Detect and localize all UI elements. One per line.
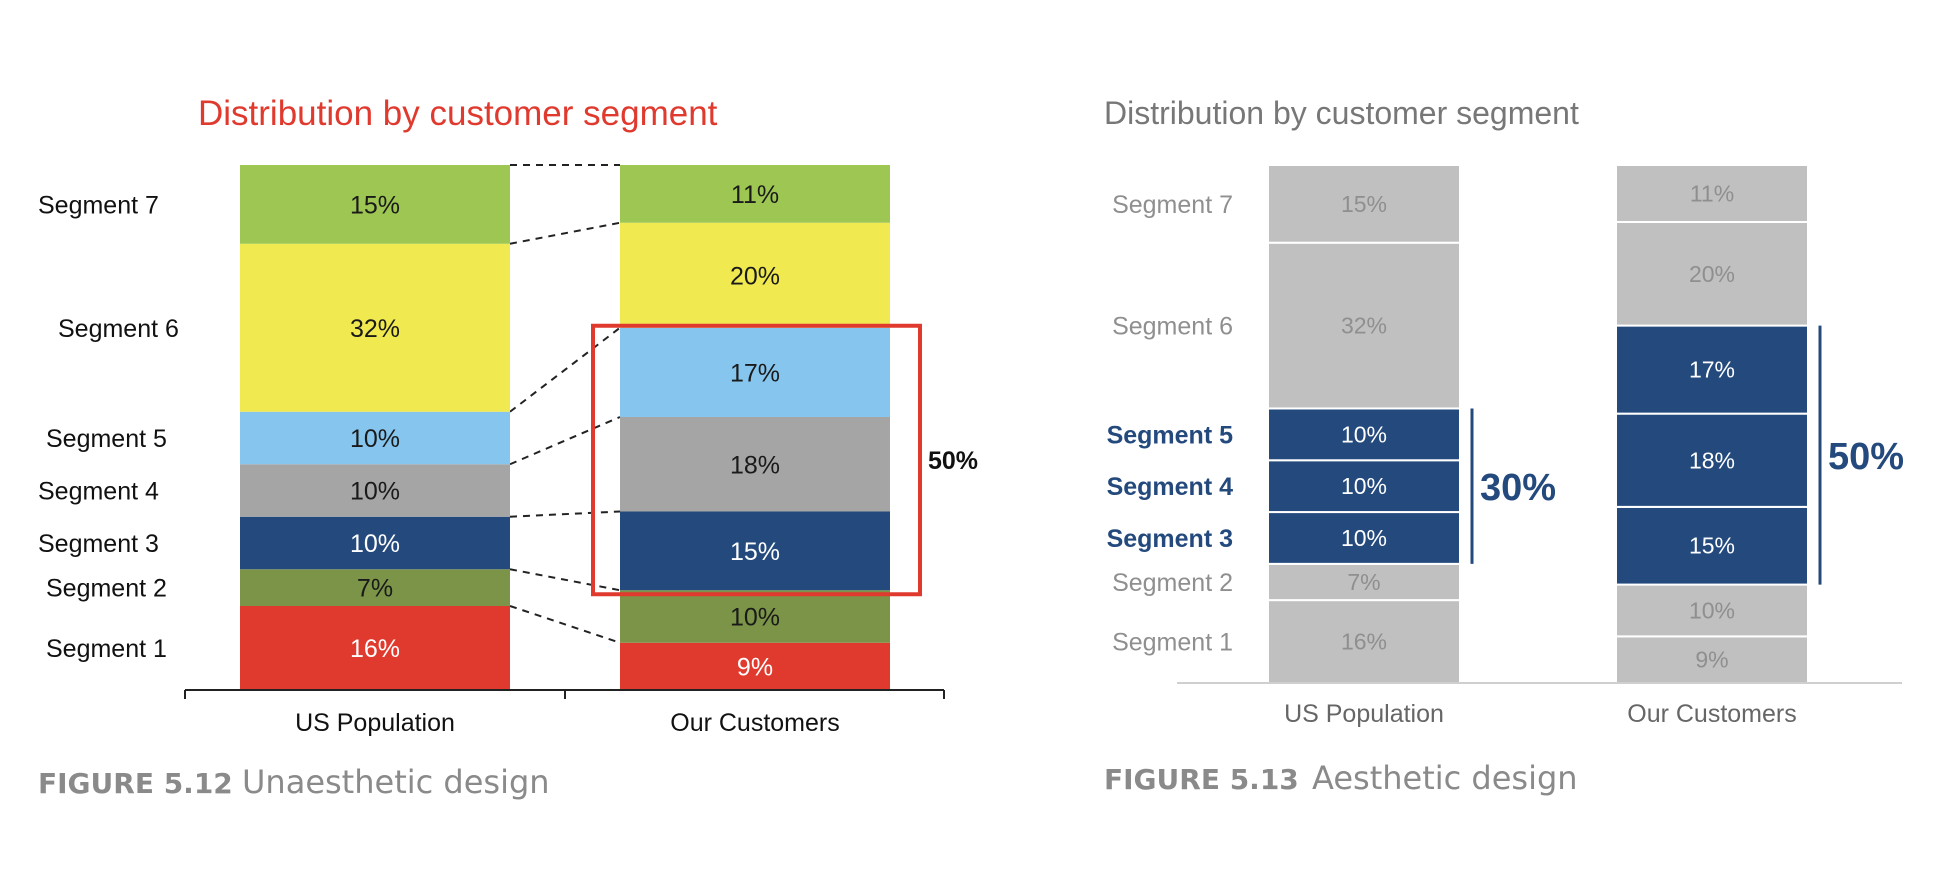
data-label: 15% [1689,533,1735,559]
bar-stacks: 16% 9% 7% 10% 10% 15% 10% 18% 10% 17% 32% 20% 15% 11% [240,165,890,690]
bar-segment-7-us-population [240,165,510,244]
bar-segment-6-us-population [1267,241,1461,410]
chart-aesthetic: Distribution by customer segment 16% 9% 7%… [1104,95,1904,797]
connector-line [509,416,621,466]
data-label: 15% [350,191,400,219]
connector-line [509,510,621,518]
segment-label: Segment 5 [1107,421,1234,449]
segment-label: Segment 6 [1112,313,1233,341]
connector-line [509,326,621,413]
data-label: 18% [730,451,780,479]
data-label: 7% [1347,569,1380,595]
bar-segment-1-us-population [1267,599,1461,684]
data-label: 16% [1341,629,1387,655]
bar-segment-2-our-customers [620,590,890,643]
segment-label: Segment 2 [1112,569,1233,597]
bar-segment-2-us-population [1267,562,1461,602]
data-label: 10% [350,530,400,558]
bar-segment-5-our-customers [1615,324,1809,415]
bracket-total-label: 50% [1828,436,1904,478]
segment-label: Segment 3 [38,530,159,558]
connector-line [509,568,621,592]
data-label: 10% [1341,473,1387,499]
bar-segment-2-us-population [240,569,510,606]
data-label: 20% [1689,261,1735,287]
tick-label: US Population [1284,700,1444,728]
x-axis: US Population Our Customers [184,689,945,737]
data-label: 17% [1689,357,1735,383]
chart-unaesthetic: Distribution by customer segment 16% 9% 7%… [38,94,978,801]
bar-segment-4-our-customers [1615,412,1809,508]
data-label: 9% [1695,647,1728,673]
segment-label: Segment 1 [1112,629,1233,657]
chart-title: Distribution by customer segment [198,94,718,133]
bar-segment-1-us-population [240,606,510,690]
figure-caption: Unaesthetic design [242,763,550,801]
bar-segment-5-us-population [240,411,510,465]
bar-stacks: 16% 9% 7% 10% 10% 15% 10% 18% 10% 17% 32% 20% 15% 11% [1267,164,1809,685]
connector-line [509,221,621,245]
data-label: 10% [1341,421,1387,447]
data-label: 32% [350,315,400,343]
tick-label: Our Customers [1627,700,1796,728]
figure-caption: Aesthetic design [1312,759,1578,797]
segment-label: Segment 7 [1112,191,1233,219]
data-label: 32% [1341,313,1387,339]
tick-label: Our Customers [670,709,839,737]
segment-labels: Segment 1 Segment 2 Segment 3 Segment 4 Segm… [38,191,179,663]
segment-label: Segment 5 [46,425,167,453]
bracket-total-label: 30% [1480,467,1556,509]
segment-label: Segment 3 [1107,525,1233,553]
bar-segment-3-our-customers [620,511,890,591]
data-label: 9% [737,653,773,681]
segment-label: Segment 7 [38,191,159,219]
figure-number: FIGURE 5.12 [38,767,233,800]
highlight-box [591,323,922,597]
bar-segment-7-our-customers [1615,164,1809,223]
bar-segment-6-us-population [240,243,510,412]
x-axis: US Population Our Customers [1177,682,1902,728]
data-label: 11% [1690,180,1734,206]
data-label: 15% [730,538,780,566]
data-label: 10% [1689,597,1735,623]
segment-label: Segment 2 [46,575,167,603]
data-label: 15% [1341,191,1387,217]
bar-segment-4-our-customers [620,417,890,512]
tick-label: US Population [295,709,455,737]
data-label: 18% [1689,447,1735,473]
connector-line [509,605,621,644]
segment-label: Segment 1 [46,635,167,663]
bar-segment-4-us-population [1267,459,1461,514]
chart-title: Distribution by customer segment [1104,95,1579,131]
highlight-annotation: 50% [591,323,978,597]
figure-number: FIGURE 5.13 [1104,763,1299,796]
data-label: 20% [730,262,780,290]
data-label: 17% [730,359,780,387]
segment-label: Segment 4 [1107,473,1234,501]
highlight-total-label: 50% [928,447,978,475]
data-label: 10% [730,604,780,632]
bar-segment-4-us-population [240,464,510,517]
segment-label: Segment 4 [38,478,159,506]
segment-labels: Segment 1 Segment 2 Segment 3 Segment 4 Segm… [1107,191,1234,657]
bar-segment-7-our-customers [620,165,890,223]
bar-segment-3-us-population [240,516,510,570]
bar-segment-1-our-customers [620,642,890,690]
data-label: 7% [357,575,393,603]
data-label: 10% [350,425,400,453]
data-label: 10% [1341,525,1387,551]
highlight-annotations: 30% 50% [1470,325,1904,585]
segment-label: Segment 6 [58,315,179,343]
connector-lines [509,164,621,644]
bar-segment-7-us-population [1267,164,1461,244]
bar-segment-6-our-customers [620,222,890,328]
bar-segment-5-us-population [1267,407,1461,462]
bar-segment-5-our-customers [620,327,890,417]
data-label: 16% [350,635,400,663]
data-label: 10% [350,478,400,506]
data-label: 11% [731,181,779,209]
